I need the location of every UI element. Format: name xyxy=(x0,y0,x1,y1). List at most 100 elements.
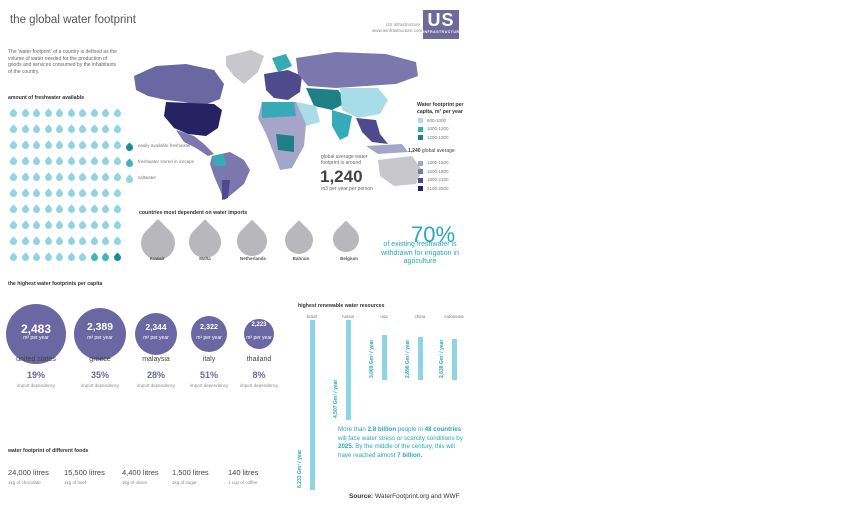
water-drop-icon xyxy=(20,108,30,119)
import-country-name: Bahrain xyxy=(292,256,310,261)
food-amount: 1,500 litres xyxy=(172,468,209,477)
water-drop-icon xyxy=(89,204,99,215)
import-country-name: Netherlands xyxy=(239,256,266,261)
water-drop-icon xyxy=(31,108,42,119)
global-avg-unit: m3 per year per person xyxy=(321,186,373,192)
footprint-unit: m³ per year xyxy=(246,335,272,341)
water-drop-icon xyxy=(89,252,99,263)
water-drop-icon xyxy=(8,220,19,231)
water-drop-icon xyxy=(112,220,122,231)
water-drop-icon xyxy=(43,156,53,167)
us-infrastructure-logo[interactable]: US INFRASTRUCTURE xyxy=(423,10,462,39)
water-drop-icon xyxy=(77,220,88,231)
global-avg-text: global average water footprint is around xyxy=(321,154,368,166)
renewable-value-label: 2,896 Gm³ / year xyxy=(405,339,411,378)
water-drop-icon xyxy=(77,124,88,135)
water-drop-icon xyxy=(8,108,19,119)
map-scandinavia xyxy=(272,54,292,72)
water-drop-icon xyxy=(112,156,122,167)
water-drop-icon xyxy=(31,188,42,199)
import-dependency-label: import dependency xyxy=(16,383,56,388)
footprint-value: 2,483 xyxy=(20,322,52,336)
water-drop-icon xyxy=(100,124,111,135)
water-drop-icon xyxy=(43,220,53,231)
fact-b4: 7 billion. xyxy=(397,451,423,459)
water-drop-icon xyxy=(20,236,30,247)
water-drop-icon xyxy=(43,124,53,135)
map-indonesia xyxy=(366,144,408,154)
water-drop-icon xyxy=(43,188,53,199)
water-drop-icon xyxy=(112,188,122,199)
fact-b3: 2025. xyxy=(338,443,354,450)
water-drop-icon xyxy=(100,188,111,199)
map-china xyxy=(340,88,388,118)
water-drop-icon xyxy=(31,252,42,263)
map-se-asia xyxy=(356,118,388,144)
import-dependency-percent: 51% xyxy=(199,370,218,380)
map-colombia xyxy=(212,154,226,166)
import-dependency-percent: 8% xyxy=(252,370,266,380)
import-dependency-percent: 35% xyxy=(90,370,109,380)
footprint-country: united states xyxy=(16,356,56,363)
renewable-country: china xyxy=(414,314,426,319)
map-argentina xyxy=(222,180,230,200)
water-drop-icon xyxy=(77,108,88,119)
map-north-africa xyxy=(262,102,296,118)
food-label: 1kg of olives xyxy=(122,480,148,485)
water-drop-icon xyxy=(100,236,111,247)
source-label: Source: xyxy=(349,493,374,500)
import-drop-icon xyxy=(327,220,365,258)
water-drop-icon xyxy=(100,220,111,231)
water-drop-icon xyxy=(100,252,111,263)
water-drop-icon xyxy=(8,172,19,183)
water-drop-icon xyxy=(77,204,88,215)
food-amount: 24,000 litres xyxy=(8,468,49,477)
import-country-name: Kuwait xyxy=(149,256,165,261)
footprint-circle: 2,223 m³ per year xyxy=(244,319,274,349)
water-drop-icon xyxy=(8,236,19,247)
water-drop-icon xyxy=(31,140,42,151)
water-drop-icon xyxy=(43,140,53,151)
water-drop-icon xyxy=(112,172,122,183)
water-drop-icon xyxy=(66,124,76,135)
global-avg-value: 1,240 xyxy=(320,167,363,186)
import-dependency-label: import dependency xyxy=(189,383,229,388)
water-drop-icon xyxy=(20,156,30,167)
water-drop-icon xyxy=(43,204,53,215)
water-drop-icon xyxy=(112,204,122,215)
legend-swatch xyxy=(418,126,423,132)
water-drop-icon xyxy=(20,220,30,231)
fact-p3: will face water stress or scarcity condi… xyxy=(338,434,463,442)
stat-70-text: of existing freshwater is withdrawn for … xyxy=(381,241,459,265)
legend-swatch xyxy=(418,135,423,140)
footprint-country: italy xyxy=(202,356,216,363)
water-drop-icon xyxy=(77,252,88,263)
import-drop-icon xyxy=(279,220,319,260)
renewable-country: usa xyxy=(380,314,388,319)
map-usa xyxy=(164,102,222,136)
legend-range-label: 1200-1300 xyxy=(427,134,449,140)
water-drop-icon xyxy=(89,220,99,231)
map-central-africa xyxy=(276,134,294,152)
water-drop-icon xyxy=(20,124,30,135)
map-russia xyxy=(296,52,418,88)
food-amount: 15,500 litres xyxy=(64,468,105,477)
water-drop-icon xyxy=(20,172,30,183)
renewable-country: indonesia xyxy=(444,314,464,319)
map-australia xyxy=(378,156,422,186)
legend-average-label: global average xyxy=(420,148,455,154)
water-drop-icon xyxy=(100,140,111,151)
footprint-unit: m³ per year xyxy=(87,335,113,341)
renewable-heading: highest renewable water resources xyxy=(298,303,385,309)
water-drop-icon xyxy=(77,156,88,167)
legend-swatch xyxy=(418,177,423,183)
foods-list: 24,000 litres 1kg of chocolate 15,500 litr… xyxy=(0,468,300,498)
header-line-2: www.ieinfrastructure.com xyxy=(372,28,423,33)
logo-text: US xyxy=(427,10,455,30)
footprint-value: 2,223 xyxy=(251,322,267,328)
water-drop-icon xyxy=(8,188,19,199)
water-drop-icon xyxy=(89,236,99,247)
water-drop-icon xyxy=(100,172,111,183)
water-drop-icon xyxy=(8,252,19,263)
water-drop-icon xyxy=(112,140,122,151)
